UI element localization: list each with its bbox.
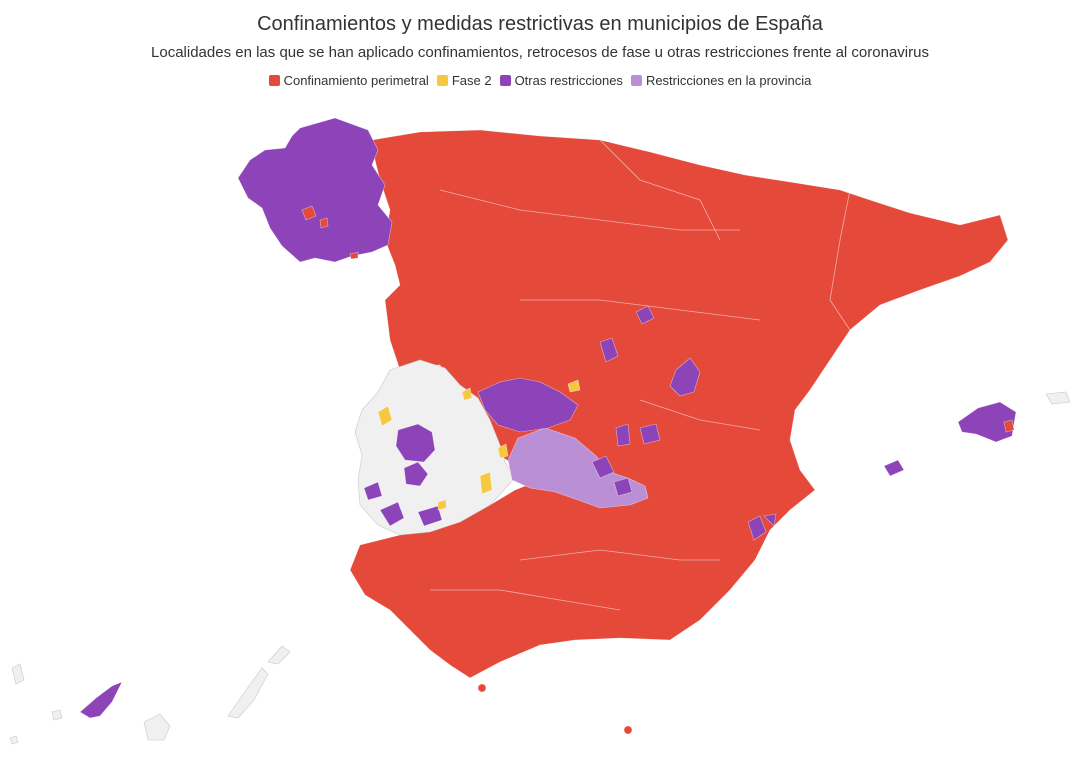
- region-fase2-1[interactable]: [377, 405, 393, 427]
- header: Confinamientos y medidas restrictivas en…: [0, 0, 1080, 88]
- region-fase2-4[interactable]: [437, 499, 447, 511]
- island-ibiza[interactable]: [883, 459, 905, 477]
- region-otras-aragon[interactable]: [669, 357, 701, 397]
- galicia-confinamiento-1[interactable]: [301, 205, 317, 221]
- region-fase2-2[interactable]: [479, 471, 493, 495]
- region-fase2-5[interactable]: [567, 379, 581, 393]
- galicia-confinamiento-3[interactable]: [349, 251, 359, 260]
- legend-swatch-provincia: [630, 75, 642, 86]
- island-lanzarote[interactable]: [267, 645, 291, 665]
- region-otras-guadalajara[interactable]: [599, 337, 619, 363]
- map-title: Confinamientos y medidas restrictivas en…: [257, 13, 823, 35]
- island-mallorca[interactable]: [957, 401, 1017, 443]
- legend-swatch-fase-2: [436, 75, 448, 86]
- island-la-gomera[interactable]: [51, 709, 63, 721]
- island-el-hierro[interactable]: [9, 735, 19, 745]
- city-ceuta[interactable]: [477, 683, 487, 693]
- island-fuerteventura[interactable]: [227, 667, 269, 719]
- region-otras-west-5[interactable]: [363, 481, 383, 501]
- legend-item-otras[interactable]: Otras restricciones: [499, 73, 623, 88]
- region-provincia[interactable]: [507, 427, 649, 509]
- region-west-grey[interactable]: [354, 359, 516, 536]
- region-otras-west-1[interactable]: [395, 423, 436, 463]
- legend-item-confinamiento[interactable]: Confinamiento perimetral: [268, 73, 429, 88]
- legend-item-fase-2[interactable]: Fase 2: [436, 73, 492, 88]
- legend: Confinamiento perimetral Fase 2 Otras re…: [0, 73, 1080, 88]
- region-otras-center[interactable]: [477, 377, 579, 433]
- island-menorca[interactable]: [1045, 391, 1071, 405]
- region-otras-cuenca-2[interactable]: [639, 423, 661, 445]
- island-mallorca-confinamiento[interactable]: [1003, 419, 1015, 433]
- region-galicia[interactable]: [237, 117, 393, 263]
- region-otras-mancha-1[interactable]: [591, 455, 615, 479]
- legend-item-provincia[interactable]: Restricciones en la provincia: [630, 73, 812, 88]
- region-fase2-6[interactable]: [461, 387, 473, 401]
- legend-swatch-otras: [499, 75, 511, 86]
- region-otras-murcia[interactable]: [747, 515, 767, 541]
- legend-label-confinamiento: Confinamiento perimetral: [283, 73, 429, 88]
- region-otras-cuenca-1[interactable]: [615, 423, 631, 447]
- region-otras-west-3[interactable]: [379, 501, 405, 527]
- galicia-confinamiento-2[interactable]: [319, 217, 329, 229]
- region-otras-west-2[interactable]: [403, 461, 429, 487]
- legend-label-provincia: Restricciones en la provincia: [645, 73, 812, 88]
- region-otras-soria[interactable]: [635, 305, 655, 325]
- map-area: [0, 110, 1080, 764]
- city-melilla[interactable]: [623, 725, 633, 735]
- legend-swatch-confinamiento: [268, 75, 280, 86]
- island-la-palma[interactable]: [11, 663, 25, 685]
- region-otras-west-4[interactable]: [417, 505, 443, 527]
- spain-map[interactable]: [0, 110, 1080, 764]
- region-otras-murcia-2[interactable]: [763, 513, 777, 527]
- region-borders: [430, 139, 851, 611]
- region-fase2-3[interactable]: [497, 443, 509, 459]
- island-gran-canaria[interactable]: [143, 713, 171, 741]
- legend-label-fase-2: Fase 2: [451, 73, 492, 88]
- legend-label-otras: Otras restricciones: [514, 73, 623, 88]
- island-tenerife[interactable]: [79, 681, 123, 719]
- map-subtitle: Localidades en las que se han aplicado c…: [151, 44, 929, 61]
- region-otras-mancha-2[interactable]: [613, 477, 633, 497]
